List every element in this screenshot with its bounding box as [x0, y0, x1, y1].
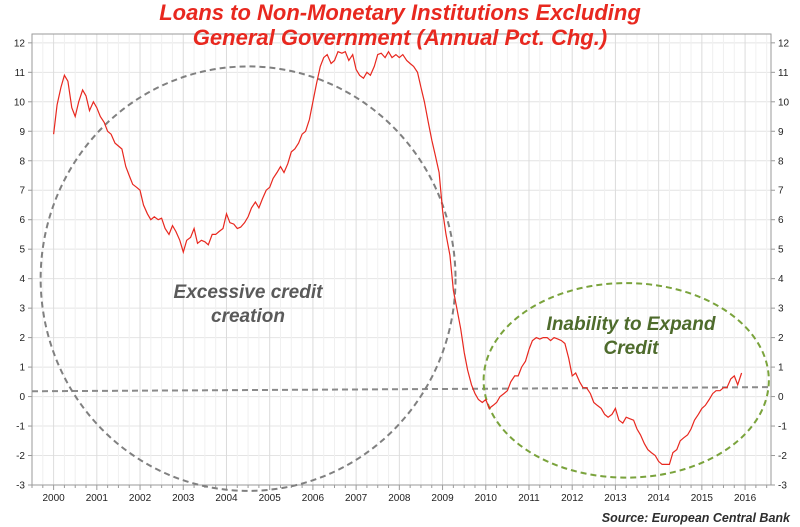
x-tick-label: 2000: [42, 493, 65, 504]
chart-title-line-2: General Government (Annual Pct. Chg.): [193, 25, 607, 50]
y-tick-label-left: 4: [19, 274, 25, 285]
annotation-excessive-line-2: creation: [211, 306, 285, 327]
annotation-inability-line-2: Credit: [604, 338, 660, 359]
y-tick-label-right: -2: [778, 451, 787, 462]
dashed-trend-line: [31, 386, 772, 393]
x-tick-label: 2007: [345, 493, 368, 504]
y-tick-label-right: -3: [778, 481, 787, 492]
y-tick-label-right: 6: [778, 215, 784, 226]
chart-grid: [31, 34, 771, 486]
y-tick-label-left: 3: [19, 304, 25, 315]
x-tick-label: 2012: [561, 493, 584, 504]
source-note: Source: European Central Bank: [602, 511, 791, 525]
y-tick-label-right: 11: [778, 68, 789, 79]
x-tick-label: 2011: [518, 493, 540, 504]
x-tick-label: 2014: [648, 493, 671, 504]
inability-expand-ellipse: [482, 282, 770, 479]
x-tick-label: 2013: [604, 493, 627, 504]
x-tick-label: 2016: [734, 493, 757, 504]
y-tick-label-right: 9: [778, 127, 784, 138]
x-tick-label: 2002: [129, 493, 152, 504]
y-tick-label-left: 0: [19, 392, 25, 403]
y-tick-label-left: 7: [19, 186, 25, 197]
x-tick-label: 2008: [388, 493, 411, 504]
y-tick-label-left: 10: [14, 97, 26, 108]
y-tick-label-left: 11: [15, 68, 26, 79]
y-tick-label-left: -2: [16, 451, 25, 462]
y-tick-label-right: -1: [778, 422, 787, 433]
y-tick-label-right: 8: [778, 156, 784, 167]
chart-title-line-1: Loans to Non-Monetary Institutions Exclu…: [159, 0, 641, 25]
x-tick-label: 2010: [475, 493, 498, 504]
x-tick-label: 2004: [215, 493, 238, 504]
y-tick-label-left: 6: [19, 215, 25, 226]
x-tick-label: 2003: [172, 493, 195, 504]
series-line-loans: [53, 50, 743, 465]
y-tick-label-right: 0: [778, 392, 784, 403]
y-tick-label-right: 12: [778, 38, 790, 49]
plot-frame: [31, 33, 772, 486]
y-tick-label-left: -3: [16, 481, 25, 492]
annotation-inability-line-1: Inability to Expand: [547, 314, 716, 335]
x-tick-label: 2005: [259, 493, 282, 504]
x-tick-label: 2015: [691, 493, 714, 504]
x-tick-label: 2001: [86, 493, 109, 504]
x-tick-label: 2009: [431, 493, 454, 504]
excessive-credit-ellipse: [39, 65, 457, 492]
y-tick-label-left: 2: [19, 333, 25, 344]
y-tick-label-right: 2: [778, 333, 784, 344]
y-tick-label-right: 5: [778, 245, 784, 256]
annotation-excessive-line-1: Excessive credit: [174, 282, 324, 303]
y-tick-label-right: 1: [778, 363, 784, 374]
y-tick-label-left: 5: [19, 245, 25, 256]
y-tick-label-right: 7: [778, 186, 784, 197]
y-tick-label-left: 8: [19, 156, 25, 167]
y-tick-label-left: -1: [16, 422, 25, 433]
x-axis: 2000 2001 2002 2003 2004 2005 2006 2007 2008 2009…: [31, 485, 768, 504]
y-tick-label-left: 12: [14, 38, 26, 49]
x-tick-label: 2006: [302, 493, 325, 504]
y-tick-label-right: 10: [778, 97, 790, 108]
y-tick-label-right: 3: [778, 304, 784, 315]
y-tick-label-left: 1: [19, 363, 25, 374]
y-tick-label-right: 4: [778, 274, 784, 285]
y-tick-label-left: 9: [19, 127, 25, 138]
